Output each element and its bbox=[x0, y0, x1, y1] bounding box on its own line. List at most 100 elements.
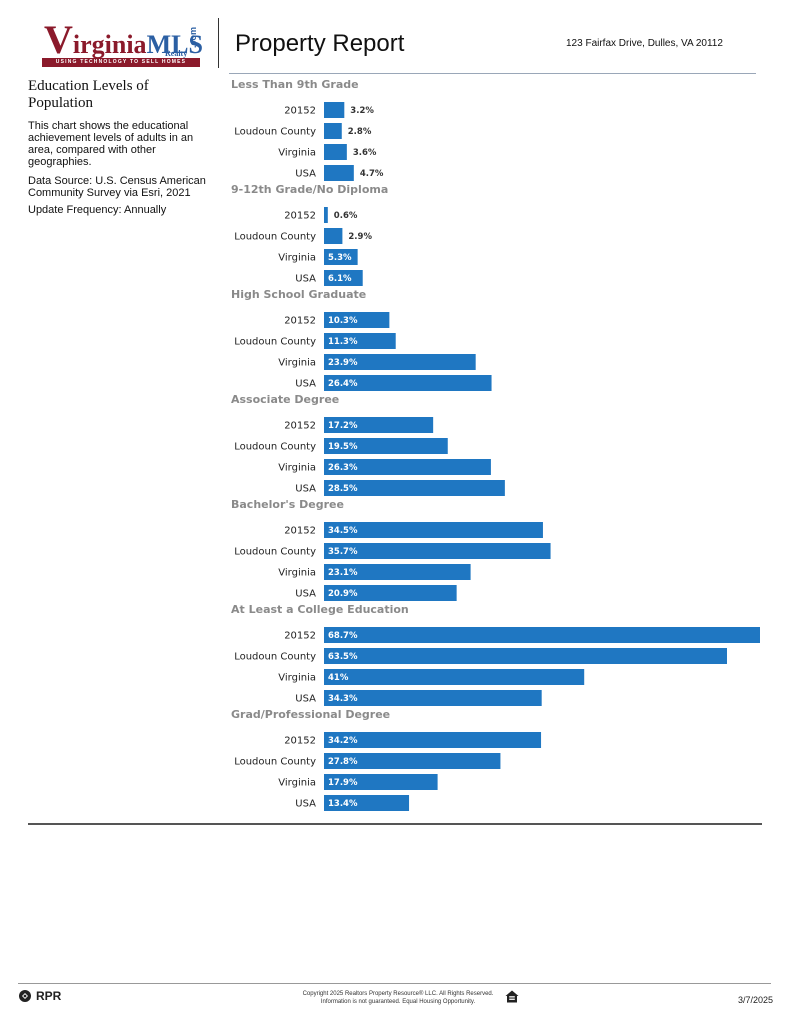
category-label: USA bbox=[295, 694, 316, 705]
value-label: 13.4% bbox=[328, 799, 358, 809]
virginiamls-logo: VirginiaMLS .com Realty USING TECHNOLOGY… bbox=[42, 16, 203, 68]
category-label: USA bbox=[295, 799, 316, 810]
category-label: Virginia bbox=[278, 148, 316, 159]
value-label: 4.7% bbox=[360, 169, 384, 179]
value-label: 17.2% bbox=[328, 421, 358, 431]
data-source: Data Source: U.S. Census American Commun… bbox=[28, 175, 206, 199]
bar bbox=[324, 648, 727, 664]
value-label: 26.4% bbox=[328, 379, 358, 389]
value-label: 11.3% bbox=[328, 337, 358, 347]
bar bbox=[324, 165, 354, 181]
header-rule bbox=[229, 73, 756, 74]
category-label: USA bbox=[295, 589, 316, 600]
category-label: 20152 bbox=[284, 526, 316, 537]
bar bbox=[324, 312, 390, 328]
value-label: 3.6% bbox=[353, 148, 377, 158]
category-label: 20152 bbox=[284, 211, 316, 222]
bar bbox=[324, 690, 542, 706]
bar bbox=[324, 774, 438, 790]
bar bbox=[324, 123, 342, 139]
value-label: 28.5% bbox=[328, 484, 358, 494]
value-label: 2.9% bbox=[348, 232, 372, 242]
category-label: Loudoun County bbox=[234, 127, 316, 138]
bar bbox=[324, 522, 543, 538]
bar bbox=[324, 438, 448, 454]
logo-tagline: USING TECHNOLOGY TO SELL HOMES bbox=[42, 58, 200, 67]
value-label: 63.5% bbox=[328, 652, 358, 662]
category-label: 20152 bbox=[284, 316, 316, 327]
group-title: Associate Degree bbox=[231, 393, 339, 406]
value-label: 34.3% bbox=[328, 694, 358, 704]
bar bbox=[324, 270, 363, 286]
rpr-logo: RPR bbox=[18, 989, 61, 1003]
value-label: 34.5% bbox=[328, 526, 358, 536]
category-label: 20152 bbox=[284, 736, 316, 747]
bar bbox=[324, 585, 457, 601]
category-label: USA bbox=[295, 379, 316, 390]
bar bbox=[324, 102, 345, 118]
bar bbox=[324, 459, 491, 475]
category-label: Virginia bbox=[278, 253, 316, 264]
group-title: Less Than 9th Grade bbox=[231, 78, 359, 91]
group-title: At Least a College Education bbox=[231, 603, 409, 616]
bar bbox=[324, 144, 347, 160]
bar bbox=[324, 795, 410, 811]
category-label: USA bbox=[295, 274, 316, 285]
bar bbox=[324, 669, 585, 685]
value-label: 6.1% bbox=[328, 274, 352, 284]
value-label: 10.3% bbox=[328, 316, 358, 326]
category-label: USA bbox=[295, 484, 316, 495]
value-label: 2.8% bbox=[348, 127, 372, 137]
report-date: 3/7/2025 bbox=[738, 995, 774, 1005]
bar bbox=[324, 753, 501, 769]
rpr-icon bbox=[19, 990, 31, 1002]
category-label: USA bbox=[295, 169, 316, 180]
category-label: Virginia bbox=[278, 778, 316, 789]
bar bbox=[324, 228, 343, 244]
category-label: Loudoun County bbox=[234, 757, 316, 768]
bar bbox=[324, 627, 760, 643]
category-label: Loudoun County bbox=[234, 232, 316, 243]
bar bbox=[324, 249, 358, 265]
value-label: 34.2% bbox=[328, 736, 358, 746]
category-label: Loudoun County bbox=[234, 442, 316, 453]
bar bbox=[324, 564, 471, 580]
group-title: Grad/Professional Degree bbox=[231, 708, 390, 721]
category-label: 20152 bbox=[284, 421, 316, 432]
bar bbox=[324, 480, 505, 496]
value-label: 35.7% bbox=[328, 547, 358, 557]
footer-rule bbox=[18, 983, 771, 984]
logo-realty: Realty bbox=[165, 49, 188, 58]
bar bbox=[324, 375, 492, 391]
value-label: 26.3% bbox=[328, 463, 358, 473]
value-label: 27.8% bbox=[328, 757, 358, 767]
value-label: 41% bbox=[328, 673, 349, 683]
group-title: Bachelor's Degree bbox=[231, 498, 344, 511]
equal-housing-icon bbox=[505, 990, 519, 1003]
value-label: 68.7% bbox=[328, 631, 358, 641]
group-title: 9-12th Grade/No Diploma bbox=[231, 183, 388, 196]
category-label: Virginia bbox=[278, 568, 316, 579]
category-label: 20152 bbox=[284, 631, 316, 642]
bar bbox=[324, 543, 551, 559]
group-title: High School Graduate bbox=[231, 288, 366, 301]
value-label: 19.5% bbox=[328, 442, 358, 452]
bar bbox=[324, 732, 542, 748]
bar bbox=[324, 354, 476, 370]
value-label: 5.3% bbox=[328, 253, 352, 263]
value-label: 23.9% bbox=[328, 358, 358, 368]
header-divider bbox=[218, 18, 219, 68]
value-label: 17.9% bbox=[328, 778, 358, 788]
copyright-line-2: Information is not guaranteed. Equal Hou… bbox=[320, 999, 476, 1005]
value-label: 3.2% bbox=[350, 106, 374, 116]
category-label: Loudoun County bbox=[234, 652, 316, 663]
category-label: Loudoun County bbox=[234, 337, 316, 348]
value-label: 20.9% bbox=[328, 589, 358, 599]
bar bbox=[324, 417, 434, 433]
update-frequency: Update Frequency: Annually bbox=[28, 204, 167, 216]
category-label: Virginia bbox=[278, 463, 316, 474]
value-label: 23.1% bbox=[328, 568, 358, 578]
value-label: 0.6% bbox=[334, 211, 358, 221]
bar bbox=[324, 333, 396, 349]
